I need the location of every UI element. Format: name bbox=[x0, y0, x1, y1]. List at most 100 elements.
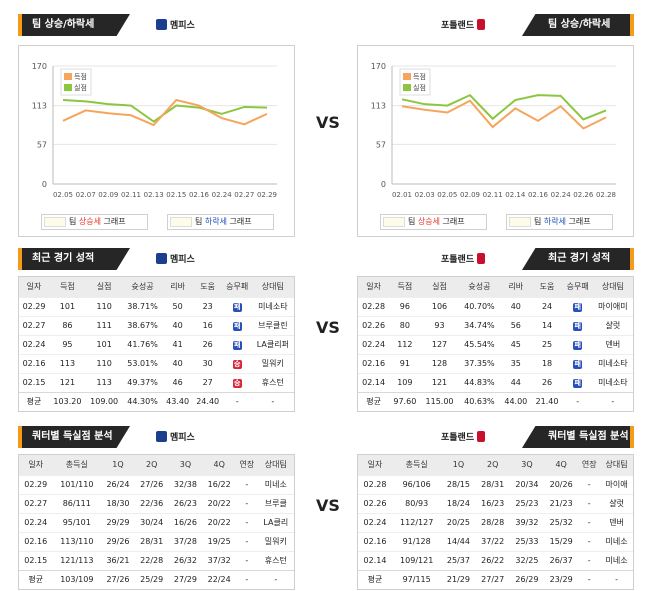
table-cell: 24 bbox=[531, 296, 563, 316]
table-cell: 18/24 bbox=[441, 493, 476, 513]
result-badge: 승 bbox=[232, 378, 242, 388]
up-graph-icon bbox=[44, 217, 66, 227]
average-cell: 27/27 bbox=[475, 569, 510, 589]
table-row: 02.27 86/111 18/30 22/36 26/23 20/22- 브루클 bbox=[19, 493, 294, 513]
table-cell: 미네소 bbox=[257, 474, 294, 494]
x-tick-label: 02.07 bbox=[76, 191, 96, 199]
table-cell: 02.29 bbox=[19, 296, 50, 316]
right-quarter-table-box: 일자 총득실 1Q 2Q 3Q 4Q 연장 상대팀 02.28 96/106 28/15 28/31 2… bbox=[357, 454, 634, 590]
result-cell: 승 bbox=[222, 353, 252, 373]
vs-label-1: VS bbox=[316, 113, 340, 132]
right-recent-tab: 최근 경기 성적 bbox=[522, 248, 634, 270]
table-cell: 29/29 bbox=[101, 512, 135, 532]
column-header: 상대팀 bbox=[251, 277, 294, 297]
table-cell: 95 bbox=[49, 334, 86, 354]
x-tick-label: 02.24 bbox=[212, 191, 233, 199]
average-cell: 103/109 bbox=[52, 569, 102, 589]
table-cell: 25/33 bbox=[509, 531, 545, 551]
average-cell: 43.40 bbox=[162, 391, 193, 411]
average-cell: - bbox=[592, 391, 633, 411]
x-tick-label: 02.26 bbox=[573, 191, 594, 199]
up-graph-button-right[interactable]: 팀 상승세 그래프 bbox=[380, 214, 487, 230]
table-cell: 02.16 bbox=[358, 531, 392, 551]
x-tick-label: 02.16 bbox=[528, 191, 549, 199]
table-row: 02.16 113/110 29/26 28/31 37/28 19/25- 밀워키 bbox=[19, 531, 294, 551]
average-cell: 평균 bbox=[358, 569, 392, 589]
memphis-logo-icon bbox=[156, 431, 167, 442]
result-badge: 패 bbox=[232, 340, 242, 350]
down-graph-icon bbox=[509, 217, 531, 227]
average-cell: 97.60 bbox=[389, 391, 421, 411]
table-cell: - bbox=[578, 474, 601, 494]
series-line-0 bbox=[62, 98, 268, 127]
table-cell: 28/15 bbox=[441, 474, 476, 494]
y-tick-label: 0 bbox=[381, 180, 386, 189]
table-cell: 27/26 bbox=[134, 474, 169, 494]
column-header: 도움 bbox=[192, 277, 223, 297]
table-cell: 40.70% bbox=[458, 296, 501, 316]
x-tick-label: 02.15 bbox=[166, 191, 186, 199]
table-cell: 미네소타 bbox=[592, 372, 633, 392]
table-cell: 56 bbox=[500, 315, 532, 335]
right-quarter-panel: 포틀랜드 쿼터별 득실점 분석 일자 총득실 1Q 2Q 3Q 4Q 연장 상대팀 02.28 9… bbox=[357, 426, 634, 590]
column-header: 연장 bbox=[578, 455, 601, 475]
result-cell: 패 bbox=[562, 353, 593, 373]
table-cell: 휴스턴 bbox=[257, 550, 294, 570]
table-cell: 15/29 bbox=[544, 531, 579, 551]
x-tick-label: 02.24 bbox=[551, 191, 572, 199]
x-tick-label: 02.27 bbox=[234, 191, 254, 199]
table-cell: 41.76% bbox=[122, 334, 163, 354]
left-recent-table: 일자 득점 실점 슛성공 리바 도움 승무패 상대팀 02.29 101 110 38.71% 50 23… bbox=[19, 277, 294, 411]
vs-label-2: VS bbox=[316, 318, 340, 337]
legend-swatch bbox=[403, 73, 411, 80]
table-cell: 02.26 bbox=[358, 315, 390, 335]
table-cell: 36/21 bbox=[101, 550, 135, 570]
average-cell: - bbox=[236, 569, 258, 589]
table-cell: 16/26 bbox=[168, 512, 203, 532]
left-quarter-table-box: 일자 총득실 1Q 2Q 3Q 4Q 연장 상대팀 02.29 101/110 26/24 27/26… bbox=[18, 454, 295, 590]
table-cell: 110 bbox=[85, 296, 123, 316]
table-cell: 18 bbox=[531, 353, 563, 373]
table-cell: 96/106 bbox=[392, 474, 442, 494]
x-tick-label: 02.05 bbox=[437, 191, 457, 199]
table-cell: 25/37 bbox=[441, 550, 476, 570]
table-cell: 101 bbox=[85, 334, 123, 354]
average-cell: - bbox=[257, 569, 294, 589]
table-cell: 30/24 bbox=[134, 512, 169, 532]
table-cell: 112/127 bbox=[392, 512, 442, 532]
left-trend-header: 팀 상승/하락세 멤피스 bbox=[18, 14, 295, 36]
left-quarter-tab: 쿼터별 득실점 분석 bbox=[18, 426, 130, 448]
x-tick-label: 02.14 bbox=[505, 191, 526, 199]
average-cell: - bbox=[578, 569, 601, 589]
average-cell: 97/115 bbox=[392, 569, 442, 589]
column-header: 1Q bbox=[101, 455, 135, 475]
table-row: 02.29 101 110 38.71% 50 23 패 미네소타 bbox=[19, 296, 294, 316]
left-quarter-table: 일자 총득실 1Q 2Q 3Q 4Q 연장 상대팀 02.29 101/110 26/24 27/26… bbox=[19, 455, 294, 589]
column-header: 1Q bbox=[441, 455, 476, 475]
table-cell: - bbox=[236, 493, 258, 513]
column-header: 승무패 bbox=[222, 277, 252, 297]
table-cell: 02.28 bbox=[358, 296, 390, 316]
table-cell: 22/36 bbox=[134, 493, 169, 513]
down-graph-button-left[interactable]: 팀 하락세 그래프 bbox=[167, 214, 274, 230]
table-cell: 46 bbox=[162, 372, 193, 392]
average-cell: 26/29 bbox=[509, 569, 545, 589]
table-cell: 53.01% bbox=[122, 353, 163, 373]
column-header: 슛성공 bbox=[458, 277, 501, 297]
down-graph-button-right[interactable]: 팀 하락세 그래프 bbox=[506, 214, 613, 230]
table-cell: 106 bbox=[420, 296, 459, 316]
table-cell: 02.15 bbox=[19, 372, 50, 392]
table-cell: 샬럿 bbox=[600, 493, 633, 513]
portland-logo-icon bbox=[477, 19, 486, 30]
up-graph-button-left[interactable]: 팀 상승세 그래프 bbox=[41, 214, 148, 230]
table-cell: 16/22 bbox=[202, 474, 237, 494]
table-cell: 111 bbox=[85, 315, 123, 335]
y-tick-label: 57 bbox=[37, 140, 47, 149]
average-cell: 평균 bbox=[358, 391, 390, 411]
left-recent-tab: 최근 경기 성적 bbox=[18, 248, 130, 270]
table-cell: 02.29 bbox=[19, 474, 53, 494]
result-cell: 패 bbox=[562, 296, 593, 316]
column-header: 연장 bbox=[236, 455, 258, 475]
result-badge: 패 bbox=[573, 359, 583, 369]
table-cell: 93 bbox=[420, 315, 459, 335]
